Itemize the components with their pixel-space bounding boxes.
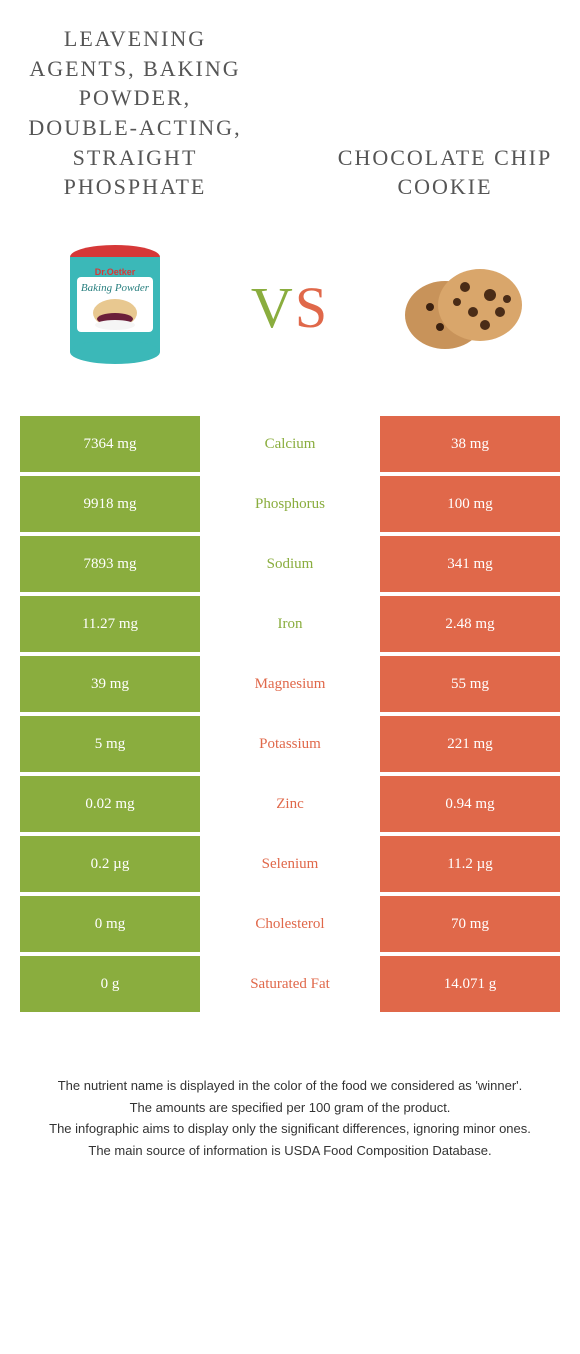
right-value: 0.94 mg [380, 776, 560, 832]
nutrient-name: Potassium [200, 716, 380, 772]
left-food-image: Dr.Oetker Baking Powder [40, 232, 190, 382]
left-value: 0 mg [20, 896, 200, 952]
nutrient-name: Zinc [200, 776, 380, 832]
right-value: 100 mg [380, 476, 560, 532]
left-value: 5 mg [20, 716, 200, 772]
footer-line-3: The infographic aims to display only the… [20, 1119, 560, 1139]
footer-line-2: The amounts are specified per 100 gram o… [20, 1098, 560, 1118]
right-value: 341 mg [380, 536, 560, 592]
table-row: 5 mgPotassium221 mg [20, 716, 560, 772]
left-value: 7893 mg [20, 536, 200, 592]
nutrient-name: Saturated Fat [200, 956, 380, 1012]
table-row: 11.27 mgIron2.48 mg [20, 596, 560, 652]
nutrient-name: Selenium [200, 836, 380, 892]
right-value: 38 mg [380, 416, 560, 472]
footer-line-4: The main source of information is USDA F… [20, 1141, 560, 1161]
nutrient-name: Cholesterol [200, 896, 380, 952]
left-value: 11.27 mg [20, 596, 200, 652]
header-row: LEAVENING AGENTS, BAKING POWDER, DOUBLE-… [20, 24, 560, 202]
right-value: 221 mg [380, 716, 560, 772]
left-value: 9918 mg [20, 476, 200, 532]
table-row: 9918 mgPhosphorus100 mg [20, 476, 560, 532]
table-row: 7364 mgCalcium38 mg [20, 416, 560, 472]
nutrient-name: Sodium [200, 536, 380, 592]
right-food-title: CHOCOLATE CHIP COOKIE [330, 143, 560, 202]
right-value: 55 mg [380, 656, 560, 712]
vs-s: S [295, 275, 329, 340]
svg-text:Dr.Oetker: Dr.Oetker [95, 267, 136, 277]
table-row: 7893 mgSodium341 mg [20, 536, 560, 592]
left-value: 0.02 mg [20, 776, 200, 832]
nutrient-name: Phosphorus [200, 476, 380, 532]
table-row: 39 mgMagnesium55 mg [20, 656, 560, 712]
right-value: 70 mg [380, 896, 560, 952]
table-row: 0 gSaturated Fat14.071 g [20, 956, 560, 1012]
left-value: 0 g [20, 956, 200, 1012]
table-row: 0.02 mgZinc0.94 mg [20, 776, 560, 832]
right-value: 2.48 mg [380, 596, 560, 652]
right-value: 11.2 µg [380, 836, 560, 892]
footer-line-1: The nutrient name is displayed in the co… [20, 1076, 560, 1096]
footer-notes: The nutrient name is displayed in the co… [20, 1076, 560, 1160]
vs-label: VS [251, 274, 329, 341]
svg-text:Baking Powder: Baking Powder [81, 282, 150, 294]
nutrient-name: Calcium [200, 416, 380, 472]
left-value: 7364 mg [20, 416, 200, 472]
left-value: 39 mg [20, 656, 200, 712]
left-food-title: LEAVENING AGENTS, BAKING POWDER, DOUBLE-… [20, 24, 250, 202]
vs-v: V [251, 275, 295, 340]
right-food-image [390, 232, 540, 382]
right-value: 14.071 g [380, 956, 560, 1012]
nutrient-name: Magnesium [200, 656, 380, 712]
image-row: Dr.Oetker Baking Powder VS [20, 232, 560, 382]
left-value: 0.2 µg [20, 836, 200, 892]
nutrient-table: 7364 mgCalcium38 mg9918 mgPhosphorus100 … [20, 412, 560, 1016]
table-row: 0.2 µgSelenium11.2 µg [20, 836, 560, 892]
table-row: 0 mgCholesterol70 mg [20, 896, 560, 952]
nutrient-name: Iron [200, 596, 380, 652]
